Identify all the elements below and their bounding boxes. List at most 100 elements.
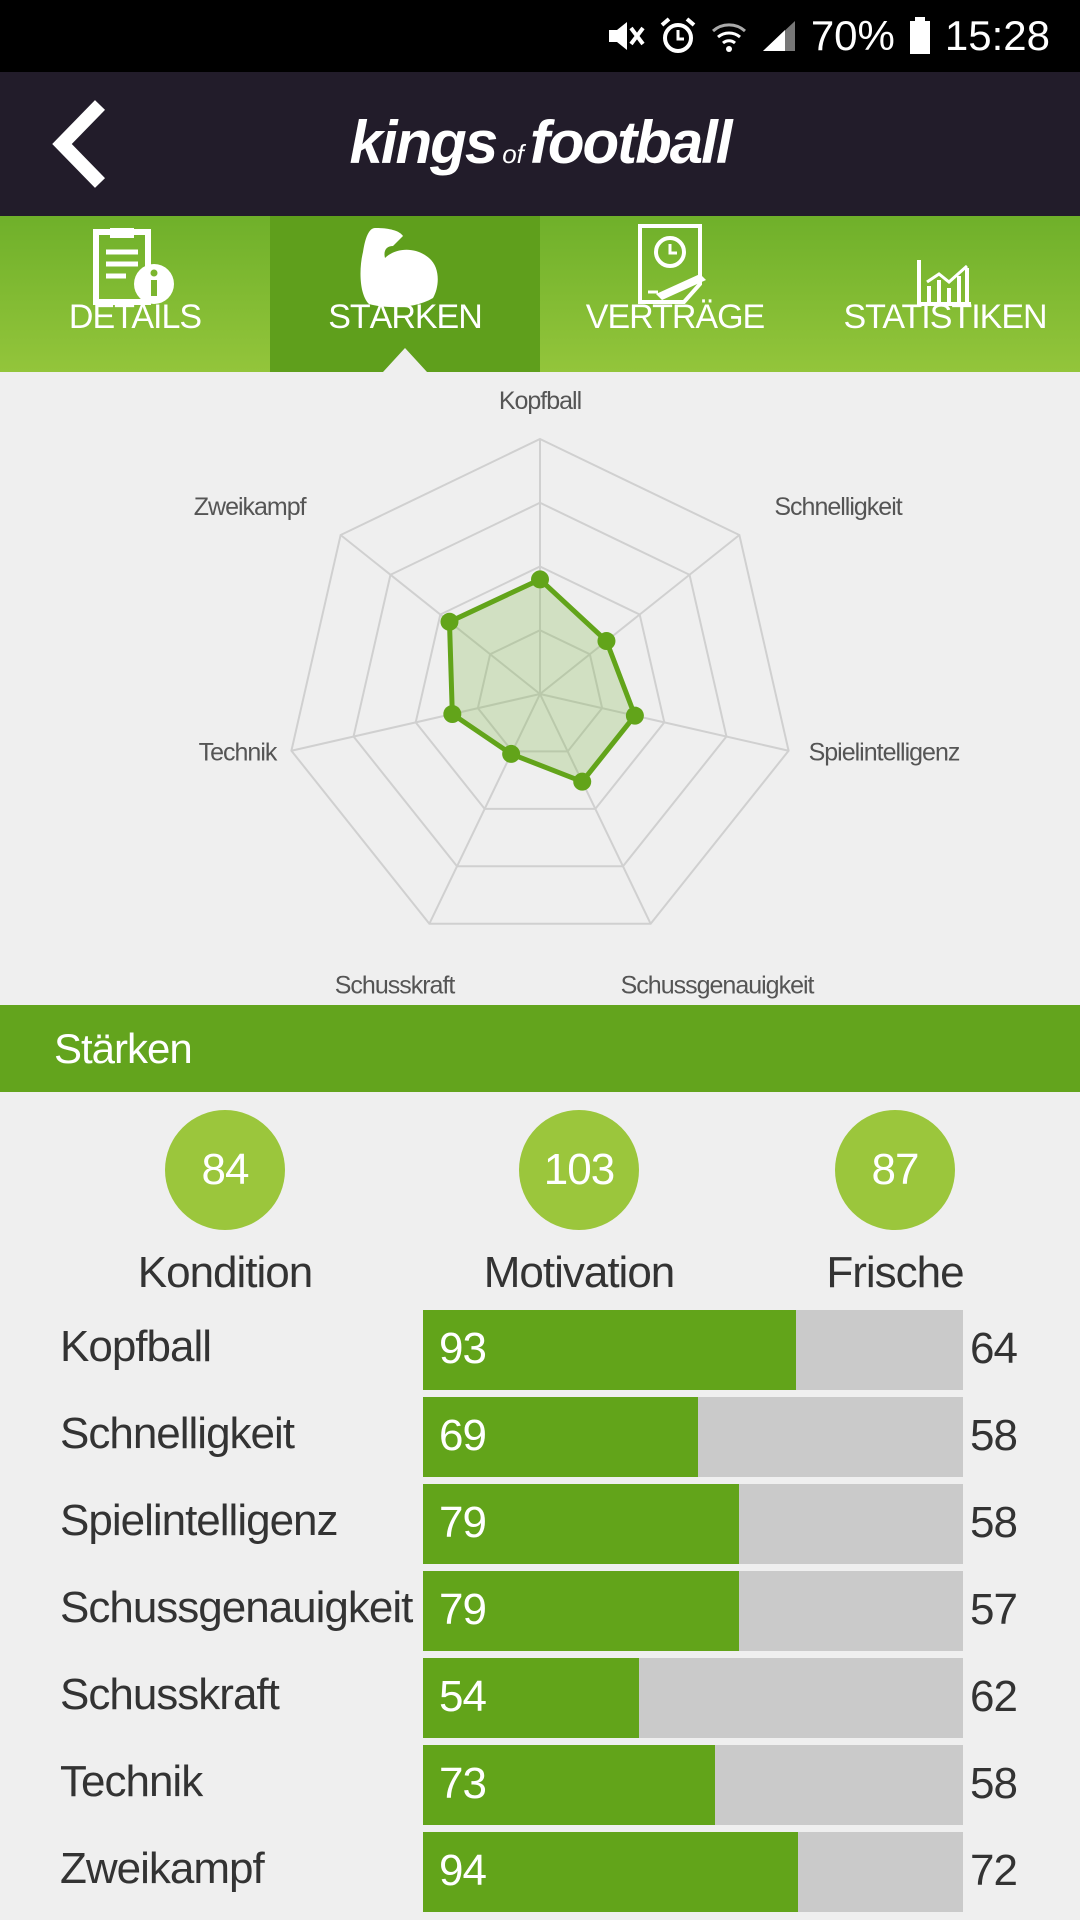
radar-chart-svg: Kopfball Schnelligkeit Spielintelligenz Sch… (194, 387, 961, 1000)
skill-bar-fill (423, 1832, 799, 1912)
radar-axis-label: Zweikampf (194, 493, 307, 521)
radar-axis-label: Spielintelligenz (809, 739, 960, 767)
skill-value: 73 (439, 1759, 487, 1808)
skill-row-schusskraft: Schusskraft 54 62 (0, 1658, 1080, 1738)
tab-vertraege-label: VERTRÄGE (585, 298, 765, 336)
radar-axis-line (539, 534, 740, 695)
tab-vertraege[interactable]: VERTRÄGE (540, 216, 810, 372)
radar-grid-ring (290, 437, 790, 925)
signal-icon (761, 19, 797, 53)
app-logo: kings of football (0, 108, 1080, 177)
skill-bar-track: 79 (423, 1484, 963, 1564)
skill-bar-fill (423, 1310, 796, 1390)
skill-bar-fill (423, 1397, 699, 1477)
mute-icon (605, 18, 645, 54)
stats-row: 84 Kondition 103 Motivation 87 Frische (0, 1092, 1080, 1312)
radar-data-point (531, 570, 549, 589)
section-header: Stärken (0, 1005, 1080, 1092)
radar-axis-line (340, 534, 541, 695)
skill-bar-track: 79 (423, 1571, 963, 1651)
radar-grid-ring (352, 501, 728, 868)
clock-time: 15:28 (944, 12, 1050, 59)
radar-axis-label: Schnelligkeit (774, 493, 902, 521)
skill-row-kopfball: Kopfball 93 64 (0, 1310, 1080, 1390)
contract-icon (540, 216, 810, 308)
tab-bar: DETAILS STÄRKEN VERTRÄGE STATISTIKEN (0, 216, 1080, 372)
radar-axis-label: Technik (199, 739, 278, 767)
skill-bar-fill (423, 1484, 739, 1564)
radar-chart: Kopfball Schnelligkeit Spielintelligenz Sch… (0, 372, 1080, 1005)
skill-bar-fill (423, 1571, 739, 1651)
tab-details-label: DETAILS (68, 298, 202, 336)
skill-row-schnelligkeit: Schnelligkeit 69 58 (0, 1397, 1080, 1477)
tab-statistiken[interactable]: STATISTIKEN (810, 216, 1080, 372)
skill-value: 93 (439, 1324, 487, 1373)
skill-bar-track: 93 (423, 1310, 963, 1390)
stat-circle: 87 (835, 1110, 955, 1230)
logo-word-football: football (529, 109, 733, 176)
radar-axis-line (539, 693, 652, 925)
logo-word-kings: kings (349, 109, 498, 176)
radar-data-point (502, 744, 521, 763)
skill-compare-value: 58 (970, 1411, 1018, 1460)
radar-axis-label: Schussgenauigkeit (621, 972, 815, 1000)
skill-row-spielintelligenz: Spielintelligenz 79 58 (0, 1484, 1080, 1564)
radar-axis-label: Schusskraft (335, 972, 456, 1000)
wifi-icon (711, 19, 747, 53)
tab-details[interactable]: DETAILS (0, 216, 270, 372)
skill-value: 79 (439, 1585, 487, 1634)
stat-label: Kondition (137, 1248, 313, 1297)
status-bar: 70% 15:28 (0, 0, 1080, 72)
battery-icon (909, 17, 931, 55)
chevron-left-icon (52, 100, 106, 188)
skill-name: Schusskraft (60, 1670, 280, 1719)
skill-compare-value: 72 (970, 1846, 1018, 1895)
skill-value: 54 (439, 1672, 487, 1721)
skill-name: Spielintelligenz (60, 1496, 339, 1545)
skill-compare-value: 57 (970, 1585, 1018, 1634)
radar-axis-line (291, 693, 541, 752)
skill-row-technik: Technik 73 58 (0, 1745, 1080, 1825)
stat-label: Motivation (483, 1248, 676, 1297)
skill-name: Schnelligkeit (60, 1409, 295, 1458)
back-button[interactable] (30, 94, 130, 194)
stat-frische: 87 Frische (775, 1110, 1015, 1298)
skill-row-zweikampf: Zweikampf 94 72 (0, 1832, 1080, 1912)
stat-label: Frische (826, 1248, 964, 1297)
stat-circle: 84 (165, 1110, 285, 1230)
stat-motivation: 103 Motivation (459, 1110, 699, 1298)
radar-data-area (446, 576, 638, 785)
tab-staerken-label: STÄRKEN (328, 298, 483, 336)
alarm-icon (659, 17, 697, 55)
radar-data-point (440, 612, 459, 631)
skill-row-schussgenauigkeit: Schussgenauigkeit 79 57 (0, 1571, 1080, 1651)
radar-axis-line (428, 693, 541, 925)
skill-value: 94 (439, 1846, 487, 1895)
section-title: Stärken (54, 1025, 193, 1072)
skill-bar-fill (423, 1658, 639, 1738)
active-tab-pointer (383, 348, 427, 372)
skill-bar-track: 69 (423, 1397, 963, 1477)
skill-value: 79 (439, 1498, 487, 1547)
radar-axis-label: Kopfball (499, 387, 581, 415)
chart-icon (810, 216, 1080, 308)
tab-staerken[interactable]: STÄRKEN (270, 216, 540, 372)
radar-axis-line (539, 693, 789, 752)
logo-word-of: of (502, 139, 524, 169)
skill-name: Zweikampf (60, 1844, 265, 1893)
radar-data-point (597, 632, 616, 651)
radar-grid-ring (414, 565, 666, 810)
radar-data-point (625, 706, 644, 725)
skill-bar-fill (423, 1745, 715, 1825)
battery-percent: 70% (810, 12, 895, 59)
stat-circle: 103 (519, 1110, 639, 1230)
skill-name: Technik (60, 1757, 203, 1806)
details-icon (0, 216, 270, 308)
skill-bar-track: 54 (423, 1658, 963, 1738)
biceps-icon (270, 216, 540, 308)
tab-statistiken-label: STATISTIKEN (843, 298, 1047, 336)
stat-kondition: 84 Kondition (105, 1110, 345, 1298)
skill-value: 69 (439, 1411, 487, 1460)
skill-compare-value: 64 (970, 1324, 1018, 1373)
skill-compare-value: 58 (970, 1498, 1018, 1547)
